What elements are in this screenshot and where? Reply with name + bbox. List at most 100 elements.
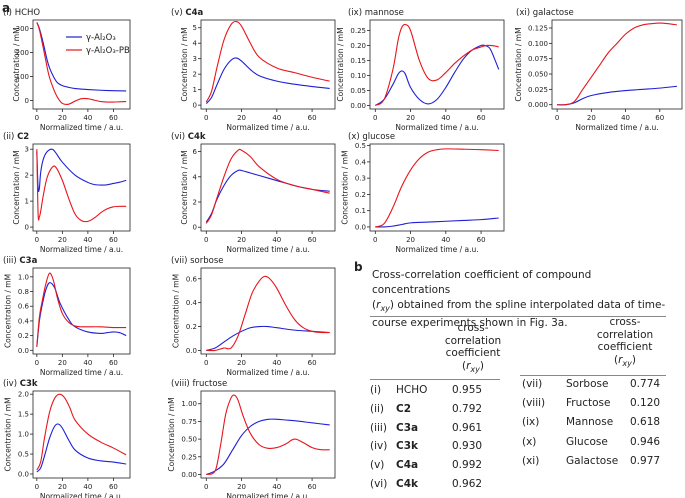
y-tick-label: 200 [16,49,29,57]
caption-line-2-text: ) obtained from the spline interpolated … [389,299,666,311]
x-tick-label: 60 [109,359,118,367]
chart-title: (iv) C3k [3,379,38,389]
row-compound: Mannose [566,416,614,429]
x-tick-label: 0 [204,359,208,367]
row-value: 0.774 [630,378,661,390]
chart-title-name: C4k [188,132,206,142]
x-axis-label: Normalized time / a.u. [575,123,658,132]
y-axis-label: Concentration / mM [3,397,12,471]
legend-label-1: γ-Al₂O₃ [86,33,116,43]
y-tick-label: 0.25 [181,453,197,461]
series-line-gamma-al2o3 [36,282,127,347]
series-line-gamma-al2o3-pb [205,20,330,103]
row-compound: Sorbose [566,378,609,390]
y-tick-label: 0.15 [350,57,366,65]
header-right-line-2: correlation [596,328,654,341]
series-line-gamma-al2o3 [374,44,500,106]
y-axis-label: Concentration / mM [514,27,523,101]
chart-10: (x) glucose 0 20 40 60 0.0 0.1 0.2 0.3 0.4 0.5 Norm… [340,132,505,254]
x-axis-label: Normalized time / a.u. [395,123,478,132]
y-tick-label: 0.5 [18,451,29,459]
y-tick-label: 6 [193,148,198,156]
chart-title-prefix: (vi) [171,132,188,142]
series-line-gamma-al2o3 [205,169,330,223]
chart-title-prefix: (x) [348,132,362,142]
x-axis-label: Normalized time / a.u. [226,245,309,254]
y-tick-label: 0.2 [186,323,197,331]
y-tick-label: 4 [193,173,198,181]
table-caption: Cross-correlation coefficient of compoun… [372,268,672,331]
y-tick-label: 0.1 [355,207,366,215]
header-left-line-1: cross- [457,322,489,334]
chart-title-name: mannose [365,8,404,18]
chart-title-name: sorbose [190,256,223,266]
y-tick-label: 2 [25,172,29,180]
plot-frame [200,19,336,110]
x-tick-label: 40 [83,236,92,244]
y-tick-label: 0.125 [528,24,548,32]
y-tick-label: 0.6 [18,303,30,311]
y-tick-label: 3 [193,55,197,63]
row-number: (viii) [522,397,546,410]
y-tick-label: 0.075 [528,55,548,63]
series-line-gamma-al2o3-pb [206,394,330,475]
row-value: 0.618 [630,416,661,429]
series-line-gamma-al2o3 [206,418,330,475]
plot-frame [32,390,131,479]
series-line-gamma-al2o3 [205,57,330,104]
x-tick-label: 40 [83,483,92,491]
y-axis-label: Concentration / mM [3,274,12,348]
y-tick-label: 5 [193,24,197,32]
series-line-gamma-al2o3 [36,148,127,193]
header-right-line-1: cross- [609,316,641,328]
series-line-gamma-al2o3-pb [36,272,127,347]
chart-title-name: glucose [362,132,395,142]
x-tick-label: 60 [477,114,486,122]
caption-line-2: (rxy) obtained from the spline interpola… [372,298,672,316]
x-tick-label: 0 [204,236,208,244]
y-tick-label: 1.5 [18,411,29,419]
series-line-gamma-al2o3-pb [375,148,499,228]
y-tick-label: 0.25 [350,27,366,35]
row-number: (ix) [522,416,540,429]
row-compound: C3k [396,440,418,453]
row-number: (xi) [522,454,540,467]
y-tick-label: 0.00 [181,471,197,479]
x-tick-label: 20 [237,483,246,491]
header-left: cross- correlation coefficient (rxy) [428,322,518,376]
series-line-gamma-al2o3 [36,423,127,473]
row-number: (iii) [370,421,387,434]
series-line-gamma-al2o3-pb [205,148,330,224]
y-tick-label: 100 [16,73,29,81]
row-compound: Galactose [566,454,619,467]
y-tick-label: 2 [193,71,197,79]
y-tick-label: 2.0 [18,391,29,399]
y-axis-label: Concentration / mM [180,150,189,224]
caption-line-3: course experiments shown in Fig. 3a. [372,317,568,330]
series-line-gamma-al2o3-pb [374,23,499,106]
x-axis-label: Normalized time / a.u. [226,492,309,498]
plot-frame [369,19,505,110]
chart-title-prefix: (viii) [171,379,192,389]
y-tick-label: 0 [25,97,29,105]
y-tick-label: 0.0 [355,223,366,231]
chart-title-prefix: (xi) [516,8,533,18]
caption-paren-open: ( [372,299,377,311]
x-tick-label: 20 [58,236,67,244]
x-tick-label: 60 [109,236,118,244]
x-tick-label: 20 [406,236,415,244]
row-compound: C2 [396,402,412,415]
table-right-rule [520,375,666,376]
chart-title: (v) C4a [171,8,204,18]
header-left-line-3: coefficient [445,347,501,359]
y-tick-label: 0 [193,224,197,232]
x-tick-label: 60 [477,236,486,244]
x-tick-label: 20 [406,114,415,122]
chart-1: (i) HCHO 0 20 40 60 0 100 200 300 Normalized time… [3,8,131,132]
x-tick-label: 40 [272,236,281,244]
x-tick-label: 60 [308,359,317,367]
x-tick-label: 40 [441,114,450,122]
plot-frame [551,19,683,110]
y-tick-label: 0.50 [181,436,197,444]
y-axis-label: Concentration / mM [180,27,189,101]
